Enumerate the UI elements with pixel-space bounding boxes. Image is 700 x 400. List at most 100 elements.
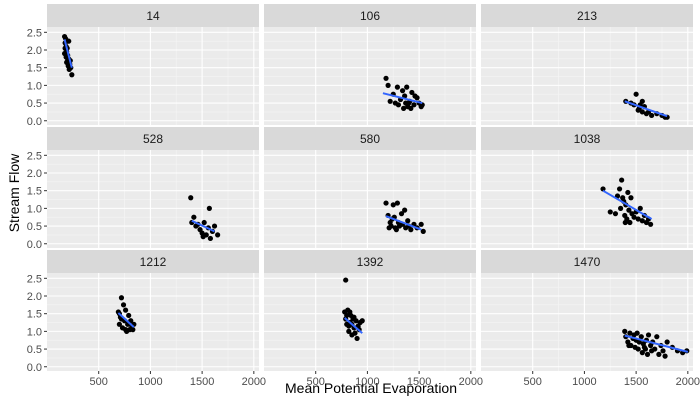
facet-strip xyxy=(264,127,476,150)
data-point xyxy=(207,235,213,242)
data-point xyxy=(654,334,660,340)
y-axis-title: Stream Flow xyxy=(6,153,22,232)
data-point xyxy=(627,330,633,336)
data-point xyxy=(639,218,645,224)
facet-strip-label: 213 xyxy=(577,9,597,23)
facet-strip-label: 1470 xyxy=(574,255,601,269)
trend-line xyxy=(344,317,363,334)
data-point xyxy=(402,207,408,213)
data-point xyxy=(639,109,645,115)
data-point xyxy=(622,219,628,226)
data-point xyxy=(414,95,420,101)
x-tick-label: 1000 xyxy=(572,376,596,388)
data-point xyxy=(401,105,407,111)
data-point xyxy=(635,216,641,222)
data-point xyxy=(641,344,647,350)
facet-panel-14: 14 0.0 0.5 1.0 1.5 2.0 2.5 xyxy=(27,4,259,128)
facet-strip xyxy=(47,4,259,27)
data-point xyxy=(628,195,634,201)
facet-panel-1212: 1212 0.0 0.5 1.0 1.5 2.0 2.5 500 1000 1500 2000 xyxy=(27,250,266,388)
y-tick-label: 1.0 xyxy=(27,326,42,338)
trend-line xyxy=(385,215,422,231)
data-point xyxy=(626,207,632,213)
data-point xyxy=(383,200,389,206)
facet-strip-label: 1038 xyxy=(574,132,601,146)
data-point xyxy=(638,334,644,340)
data-point xyxy=(191,214,197,220)
data-point xyxy=(612,211,619,217)
y-tick-label: 1.0 xyxy=(27,80,42,92)
data-point xyxy=(639,98,645,104)
facet-strip-label: 106 xyxy=(360,9,380,23)
panel-background xyxy=(481,150,693,248)
data-point xyxy=(408,227,414,233)
data-point xyxy=(394,84,401,90)
data-point xyxy=(346,328,352,334)
facet-panel-1392: 1392 500 1000 1500 2000 xyxy=(264,250,483,388)
y-tick-label: 2.5 xyxy=(27,273,42,285)
data-point xyxy=(387,98,393,104)
data-point xyxy=(631,214,637,220)
facet-panel-106: 106 xyxy=(264,4,476,125)
y-tick-label: 2.0 xyxy=(27,45,42,57)
data-point xyxy=(390,202,396,208)
panels-layer: 14 0.0 0.5 1.0 1.5 2.0 2.5 106 213 528 0.0 0.5 1.0 1.… xyxy=(27,4,700,388)
y-tick-label: 1.5 xyxy=(27,186,42,198)
data-point xyxy=(409,89,415,96)
facet-strip xyxy=(264,4,476,27)
data-point xyxy=(405,218,411,224)
data-point xyxy=(408,105,414,111)
data-point xyxy=(395,102,402,108)
y-tick-label: 2.0 xyxy=(27,291,42,303)
data-point xyxy=(344,312,350,319)
facet-strip-label: 1212 xyxy=(140,255,167,269)
y-tick-label: 0.5 xyxy=(27,98,42,110)
data-point xyxy=(206,205,212,211)
data-point xyxy=(201,219,207,226)
panel-background xyxy=(47,27,259,125)
data-point xyxy=(383,75,389,81)
data-point xyxy=(648,221,654,227)
data-point xyxy=(66,38,72,44)
y-tick-label: 0.0 xyxy=(27,239,42,251)
x-tick-label: 2000 xyxy=(676,376,700,388)
trend-line xyxy=(63,39,73,68)
data-point xyxy=(627,219,633,226)
data-point xyxy=(649,112,655,119)
data-point xyxy=(656,351,662,357)
facet-strip xyxy=(47,250,259,273)
facet-panel-1470: 1470 500 1000 1500 2000 xyxy=(481,250,700,388)
data-point xyxy=(354,335,360,342)
data-point xyxy=(644,351,651,357)
facet-strip xyxy=(264,250,476,273)
facet-strip xyxy=(481,4,693,27)
facet-strip xyxy=(47,127,259,150)
panel-background xyxy=(264,150,476,248)
y-tick-label: 1.5 xyxy=(27,309,42,321)
trend-line xyxy=(117,312,135,328)
data-point xyxy=(188,195,194,201)
x-tick-label: 2000 xyxy=(242,376,266,388)
data-point xyxy=(347,309,353,315)
data-point xyxy=(122,307,129,313)
y-tick-label: 2.5 xyxy=(27,150,42,162)
x-tick-label: 1000 xyxy=(355,376,379,388)
panel-background xyxy=(481,273,693,371)
panel-background xyxy=(47,150,259,248)
data-point xyxy=(420,228,426,234)
data-point xyxy=(200,234,206,240)
data-point xyxy=(637,205,643,211)
data-point xyxy=(120,302,127,308)
data-point xyxy=(619,177,625,183)
facet-strip xyxy=(481,250,693,273)
y-tick-label: 0.0 xyxy=(27,116,42,128)
data-point xyxy=(607,209,613,215)
x-tick-label: 1500 xyxy=(407,376,431,388)
facet-strip-label: 1392 xyxy=(357,255,384,269)
facet-strip-label: 580 xyxy=(360,132,380,146)
data-point xyxy=(122,327,129,333)
data-point xyxy=(215,232,221,238)
x-tick-label: 1500 xyxy=(190,376,214,388)
data-point xyxy=(343,277,349,283)
